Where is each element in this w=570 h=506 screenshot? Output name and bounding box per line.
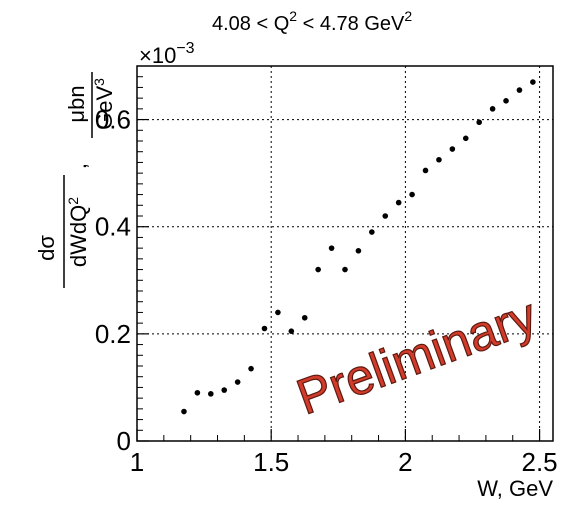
y-tick-label: 0.2 bbox=[95, 319, 131, 349]
data-points bbox=[181, 79, 536, 415]
data-point bbox=[422, 167, 429, 174]
x-tick-label: 1.5 bbox=[253, 447, 289, 477]
data-point bbox=[342, 266, 348, 273]
x-tick-label: 2 bbox=[398, 447, 412, 477]
plot-frame bbox=[136, 65, 554, 442]
data-point bbox=[288, 328, 295, 334]
y-tick-label: 0 bbox=[117, 426, 131, 456]
data-point bbox=[261, 325, 268, 332]
data-point bbox=[369, 229, 375, 235]
grid-lines bbox=[137, 66, 553, 441]
data-point bbox=[409, 191, 415, 198]
data-point bbox=[489, 106, 496, 112]
data-point bbox=[181, 408, 187, 415]
y-label-numerator: dσ bbox=[34, 235, 59, 261]
data-point bbox=[516, 87, 523, 93]
y-unit-numerator: μbn bbox=[64, 85, 89, 122]
data-point bbox=[208, 391, 214, 397]
y-label-denominator: dWdQ2 bbox=[65, 197, 91, 267]
y-unit-denominator: GeV3 bbox=[91, 78, 117, 130]
y-tick-label: 0.6 bbox=[95, 105, 131, 135]
data-point bbox=[462, 135, 469, 142]
data-point bbox=[328, 245, 335, 251]
data-point bbox=[395, 199, 402, 206]
data-point bbox=[382, 213, 389, 219]
y-label-separator: , bbox=[66, 163, 91, 169]
data-point bbox=[355, 248, 362, 254]
y-axis-title: dσ dWdQ2 , μbn GeV3 bbox=[34, 72, 117, 288]
chart-title: 4.08 < Q2 < 4.78 GeV2 bbox=[212, 8, 412, 35]
data-point bbox=[530, 79, 536, 85]
preliminary-watermark: Preliminary bbox=[290, 287, 544, 425]
data-point bbox=[301, 314, 308, 321]
data-point bbox=[436, 156, 442, 163]
data-point bbox=[194, 389, 201, 396]
data-point bbox=[315, 266, 321, 273]
data-point bbox=[503, 98, 509, 104]
x-tick-label: 1 bbox=[130, 447, 144, 477]
y-tick-label: 0.4 bbox=[95, 212, 131, 242]
x-tick-label: 2.5 bbox=[522, 447, 558, 477]
data-point bbox=[221, 387, 228, 393]
data-point bbox=[234, 379, 241, 385]
x-axis-title: W, GeV bbox=[477, 476, 553, 501]
data-point bbox=[248, 365, 254, 372]
data-point bbox=[476, 119, 482, 126]
tick-labels: 1 1.5 2 2.5 0 0.2 0.4 0.6 bbox=[95, 105, 558, 477]
axis-exponent: ×10−3 bbox=[139, 40, 195, 68]
data-point bbox=[275, 309, 281, 316]
axis-ticks bbox=[136, 76, 541, 442]
data-point bbox=[449, 146, 456, 152]
